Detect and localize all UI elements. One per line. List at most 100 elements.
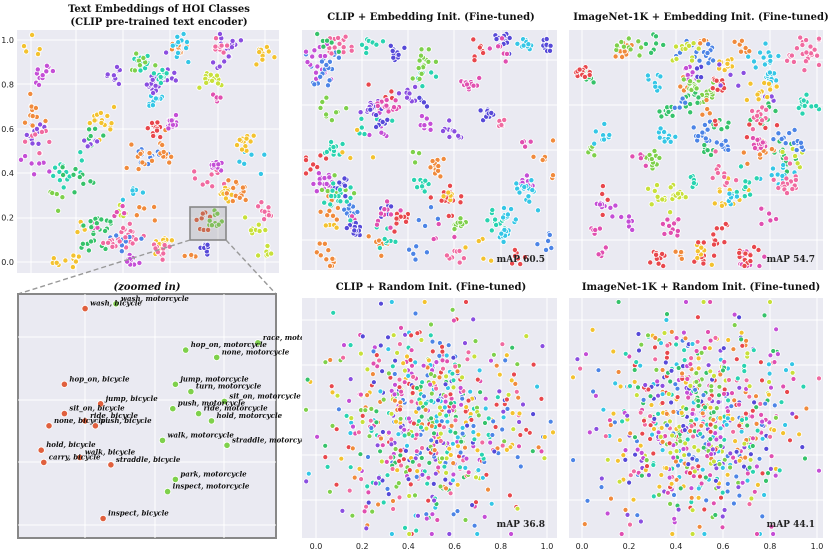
scatter-point [608, 495, 614, 502]
scatter-point [673, 448, 680, 455]
scatter-point [133, 212, 140, 219]
scatter-point [693, 416, 700, 423]
scatter-point [385, 491, 392, 498]
point-label: inspect, motorcycle [173, 482, 250, 491]
scatter-point [732, 438, 738, 445]
scatter-point [22, 138, 29, 145]
scatter-point [377, 448, 384, 455]
y-tick-label: 0.6 [1, 125, 14, 134]
scatter-point [746, 383, 753, 390]
point-label: sit_on, bicycle [69, 404, 125, 413]
scatter-point [324, 37, 331, 44]
scatter-point [707, 368, 714, 375]
scatter-point [45, 422, 53, 430]
scatter-point [456, 247, 463, 254]
scatter-point [682, 194, 689, 201]
scatter-point [256, 49, 263, 56]
scatter-point [392, 446, 399, 452]
scatter-point [761, 312, 768, 319]
scatter-point [214, 210, 221, 217]
scatter-point [430, 480, 437, 487]
scatter-point [229, 37, 236, 44]
scatter-point [743, 337, 749, 344]
scatter-point [712, 334, 719, 341]
scatter-point [310, 161, 317, 168]
scatter-point [131, 67, 138, 74]
point-label: carry, bicycle [49, 452, 101, 461]
scatter-point [348, 47, 355, 54]
scatter-point [759, 513, 766, 520]
scatter-point [457, 215, 464, 222]
scatter-point [443, 252, 450, 259]
scatter-point [35, 140, 42, 147]
scatter-point [636, 52, 643, 59]
scatter-point [503, 50, 510, 57]
scatter-point [653, 251, 660, 258]
scatter-point [46, 168, 53, 175]
scatter-point [760, 54, 767, 61]
scatter-point [727, 464, 733, 471]
x-tick-label: 0.4 [402, 542, 415, 551]
scatter-point [675, 216, 682, 223]
scatter-point [405, 415, 412, 422]
scatter-point [100, 239, 107, 246]
scatter-point [462, 244, 469, 251]
scatter-point [695, 403, 702, 409]
scatter-point [687, 78, 694, 85]
scatter-point [706, 110, 713, 117]
scatter-point [508, 531, 515, 537]
scatter-point [570, 457, 576, 464]
scatter-point [591, 140, 598, 147]
scatter-point [412, 159, 419, 166]
scatter-point [743, 410, 749, 417]
scatter-point [255, 221, 262, 228]
scatter-point [436, 404, 443, 411]
scatter-point [445, 212, 452, 219]
scatter-point [449, 477, 456, 484]
scatter-point [401, 432, 408, 439]
scatter-point [419, 183, 426, 190]
scatter-point [719, 225, 726, 232]
scatter-point [342, 33, 349, 40]
scatter-point [318, 186, 325, 193]
scatter-point [379, 442, 386, 449]
scatter-point [738, 163, 745, 170]
scatter-point [514, 454, 521, 461]
scatter-point [668, 480, 675, 487]
scatter-point [624, 412, 631, 419]
scatter-point [422, 406, 429, 413]
scatter-point [796, 431, 802, 438]
scatter-point [405, 372, 412, 379]
scatter-point [538, 395, 545, 402]
scatter-point [396, 341, 403, 348]
scatter-point [658, 424, 665, 431]
scatter-point [682, 335, 689, 342]
scatter-point [799, 42, 806, 49]
scatter-point [702, 474, 709, 481]
scatter-point [139, 189, 146, 196]
scatter-point [129, 187, 136, 194]
panel-title: (zoomed in) [114, 282, 181, 293]
scatter-point [475, 238, 482, 245]
scatter-point [626, 213, 633, 220]
scatter-point [664, 216, 671, 223]
scatter-point [459, 395, 466, 402]
scatter-point [756, 151, 763, 158]
scatter-point [375, 474, 382, 481]
scatter-point [107, 461, 115, 469]
scatter-point [462, 464, 469, 471]
scatter-point [496, 388, 503, 395]
scatter-point [710, 231, 717, 238]
scatter-point [486, 45, 493, 52]
scatter-point [503, 446, 510, 453]
scatter-point [718, 202, 725, 209]
scatter-point [385, 108, 392, 115]
scatter-point [700, 444, 707, 451]
scatter-point [674, 227, 681, 234]
scatter-point [46, 138, 53, 145]
scatter-point [377, 342, 384, 349]
scatter-point [191, 168, 198, 175]
scatter-point [390, 54, 397, 61]
scatter-point [23, 131, 30, 138]
scatter-point [759, 377, 765, 384]
